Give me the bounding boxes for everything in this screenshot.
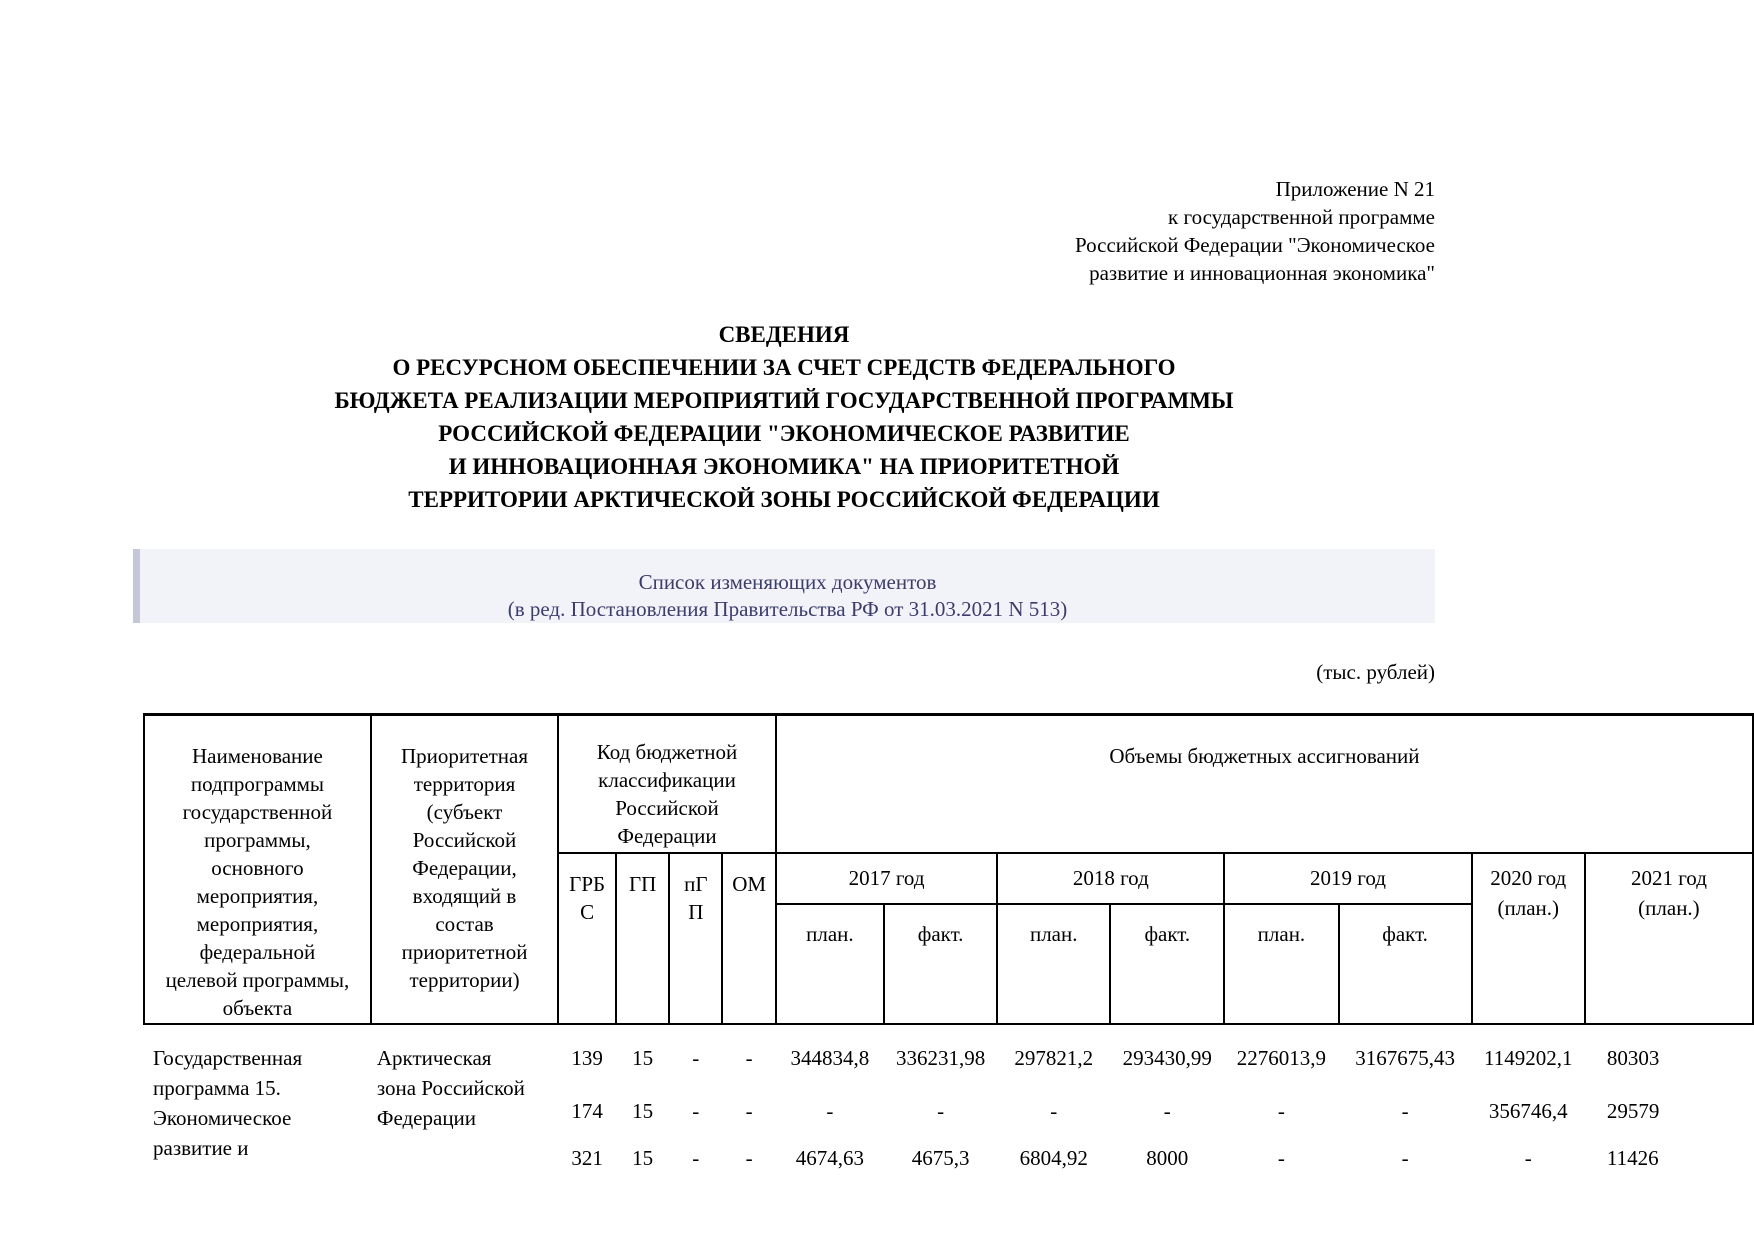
values-2019-plan: 2276013,9- - — [1236, 1045, 1327, 1170]
values-2017-plan: 344834,8-4674,63 — [790, 1045, 870, 1170]
units-note: (тыс. рублей) — [1316, 660, 1435, 684]
header-plan-2019: план. — [1223, 902, 1340, 1025]
values-2019-fact: 3167675,43- - — [1355, 1045, 1455, 1170]
header-year-2021: 2021 год (план.) — [1583, 851, 1754, 1025]
header-gp: ГП — [615, 851, 671, 1025]
header-grbs: ГРБ С — [557, 851, 618, 1025]
header-plan-2017: план. — [774, 902, 885, 1025]
header-fact-2017: факт. — [882, 902, 999, 1025]
document-title: СВЕДЕНИЯ О РЕСУРСНОМ ОБЕСПЕЧЕНИИ ЗА СЧЕТ … — [334, 322, 1234, 512]
values-2020: 1149202,1 356746,4- — [1484, 1045, 1573, 1170]
header-pgp: пГ П — [668, 851, 724, 1025]
territory-cell: Арктическая зона Российской Федерации — [376, 1045, 525, 1130]
header-territory-column: Приоритетная территория (субъект Российской… — [369, 713, 560, 1025]
header-name-column: Наименование подпрограммы государственной п… — [143, 713, 372, 1025]
header-om: ОМ — [721, 851, 777, 1025]
header-budget-code: Код бюджетной классификации Российской Феде… — [557, 713, 777, 854]
values-2021: 80303 29579 11426 — [1606, 1045, 1660, 1170]
appendix-note: Приложение N 21 к государственной програм… — [1074, 177, 1435, 285]
om-values: --- — [745, 1045, 753, 1170]
table-row: Государственная программа 15. Экономическо… — [144, 1024, 1753, 1173]
header-year-2019: 2019 год — [1223, 851, 1473, 905]
header-year-2020: 2020 год (план.) — [1470, 851, 1586, 1025]
header-budget-volumes: Объемы бюджетных ассигнований — [774, 713, 1754, 854]
gp-values: 15 15 15 — [632, 1045, 654, 1170]
header-year-2017: 2017 год — [774, 851, 999, 905]
program-name-cell: Государственная программа 15. Экономическо… — [153, 1045, 303, 1160]
header-fact-2019: факт. — [1337, 902, 1473, 1025]
header-year-2018: 2018 год — [996, 851, 1226, 905]
values-2018-fact: 293430,99-8000 — [1122, 1045, 1212, 1170]
values-2017-fact: 336231,98-4675,3 — [895, 1045, 986, 1170]
values-2018-plan: 297821,2-6804,92 — [1014, 1045, 1094, 1170]
budget-table: Наименование подпрограммы государственной п… — [143, 713, 1754, 1173]
header-fact-2018: факт. — [1109, 902, 1226, 1025]
grbs-values: 139 174 321 — [571, 1045, 603, 1170]
amendments-box: Список изменяющих документов (в ред. Пост… — [133, 549, 1435, 623]
pgp-values: --- — [692, 1045, 700, 1170]
header-plan-2018: план. — [996, 902, 1112, 1025]
